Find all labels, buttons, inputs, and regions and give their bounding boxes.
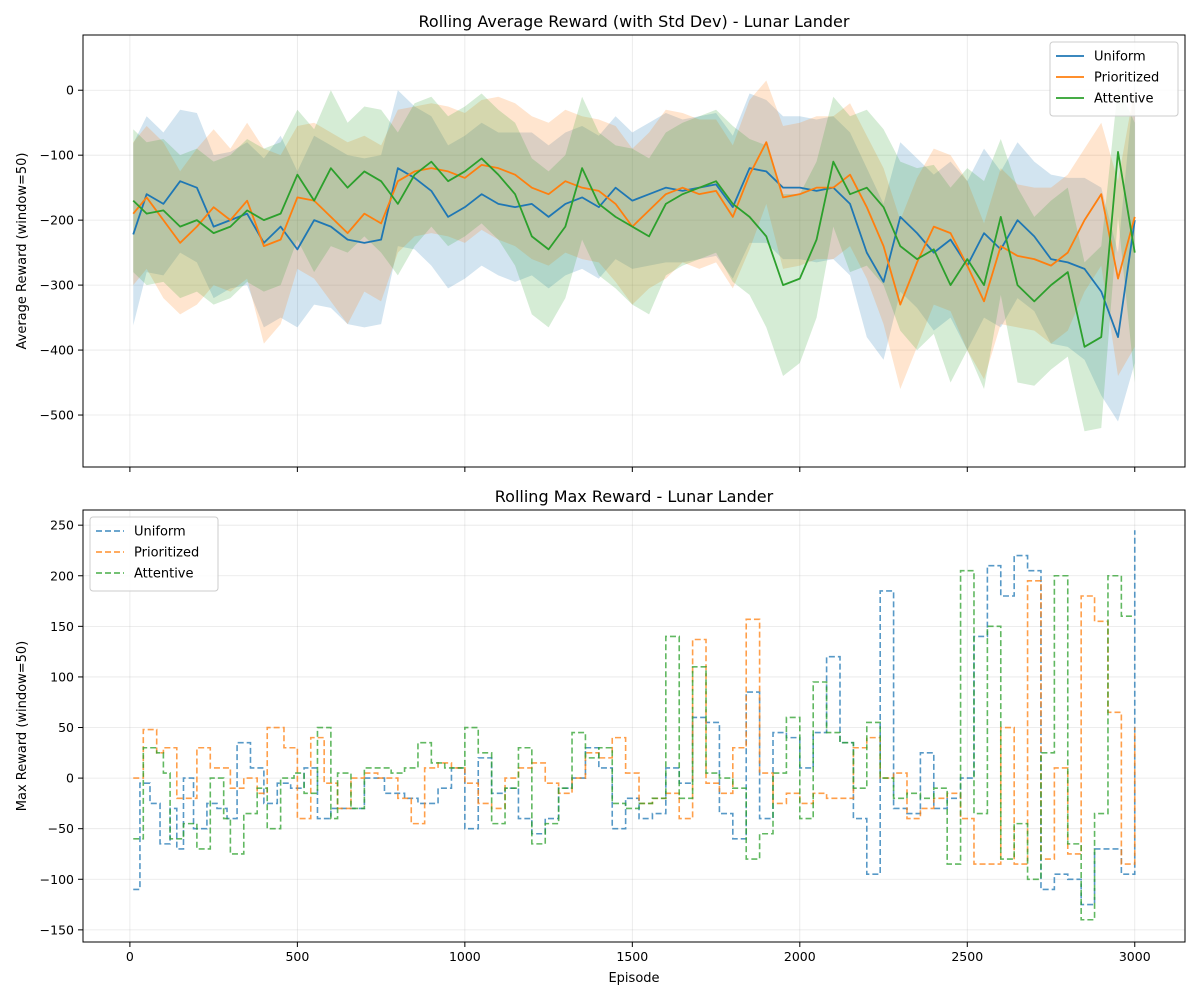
panel-1-x-tick-label: 2000 (784, 949, 816, 964)
panel-0-y-tick-label: −300 (40, 278, 74, 293)
panel-1-x-tick-label: 1000 (449, 949, 481, 964)
panel-1-y-tick-label: 50 (58, 720, 74, 735)
panel-1-y-tick-label: 0 (66, 771, 74, 786)
band-prioritized (133, 80, 1135, 390)
panel-1-y-tick-label: −100 (40, 872, 74, 887)
panel-0-y-tick-label: −200 (40, 213, 74, 228)
panel-1-plot-area (133, 530, 1136, 921)
panel-1-chart-title: Rolling Max Reward - Lunar Lander (495, 487, 774, 506)
bottom-panel-max-reward: 0 500 1000 1500 2000 2500 3000250200150100500−… (15, 487, 1186, 986)
panel-1-y-tick-label: 150 (50, 619, 74, 634)
band-attentive (133, 86, 1135, 432)
top-panel-average-reward: 0 −100 −200 −300 −400 −500 Rolling Average Rew… (15, 12, 1186, 472)
legend-label-prioritized: Prioritized (134, 546, 199, 561)
band-uniform (133, 77, 1135, 422)
legend-label-prioritized: Prioritized (1094, 71, 1159, 86)
panel-0-y-tick-label: −100 (40, 148, 74, 163)
panel-0-chart-title: Rolling Average Reward (with Std Dev) - … (419, 12, 850, 31)
panel-1-y-axis-label: Max Reward (window=50) (15, 641, 30, 811)
panel-1-x-tick-label: 2500 (951, 949, 983, 964)
panel-0-y-tick-label: 0 (66, 83, 74, 98)
panel-0-axes-frame (82, 34, 1186, 468)
legend-label-uniform: Uniform (1094, 50, 1146, 65)
panel-1-y-tick-label: −150 (40, 922, 74, 937)
panel-1-x-tick-label: 1500 (616, 949, 648, 964)
panel-0-y-tick-label: −500 (40, 408, 74, 423)
panel-1-y-tick-label: 200 (50, 568, 74, 583)
panel-1-legend-box (89, 516, 219, 592)
panel-1-y-tick-label: 100 (50, 669, 74, 684)
series-line-prioritized (133, 580, 1136, 865)
panel-1-x-tick-label: 3000 (1119, 949, 1151, 964)
panel-1-legend: Uniform Prioritized Attentive (89, 516, 219, 592)
panel-1-x-axis-label: Episode (608, 971, 659, 986)
panel-1-x-tick-label: 0 (126, 949, 134, 964)
panel-1-x-tick-label: 500 (285, 949, 309, 964)
legend-label-attentive: Attentive (134, 567, 194, 582)
series-line-attentive (133, 569, 1135, 921)
panel-0-y-tick-label: −400 (40, 343, 74, 358)
legend-label-uniform: Uniform (134, 525, 186, 540)
legend-label-attentive: Attentive (1094, 92, 1154, 107)
panel-0-plot-area (132, 77, 1136, 432)
series-line-attentive (132, 151, 1136, 348)
panel-1-axes-frame (82, 509, 1186, 943)
panel-1-y-tick-label: 250 (50, 518, 74, 533)
panel-0-legend: Uniform Prioritized Attentive (1049, 41, 1179, 117)
panel-1-y-tick-label: −50 (48, 821, 74, 836)
panel-0-y-axis-label: Average Reward (window=50) (15, 153, 30, 350)
